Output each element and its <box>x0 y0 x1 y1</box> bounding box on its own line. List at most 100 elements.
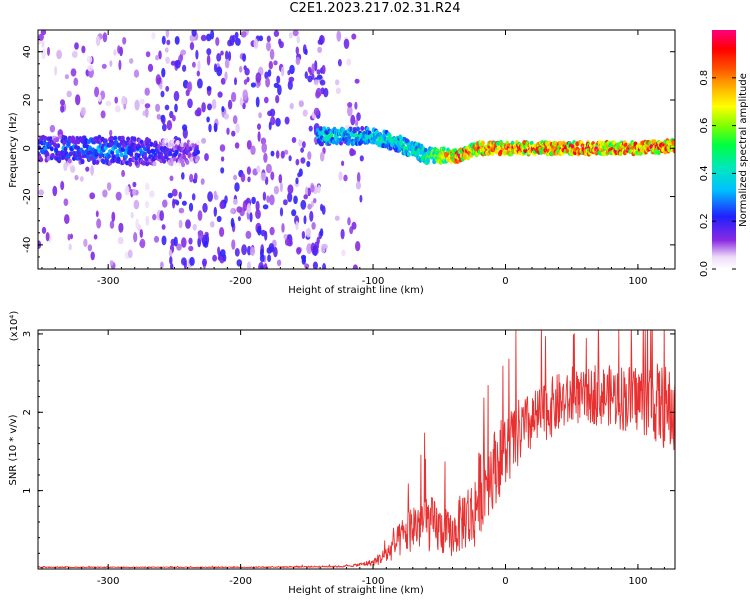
noise-speckle <box>144 103 151 109</box>
noise-speckle <box>259 265 264 269</box>
noise-speckle <box>160 261 164 269</box>
signal-cell <box>119 152 124 158</box>
signal-cell <box>162 158 167 164</box>
signal-cell <box>67 158 72 164</box>
signal-cell <box>132 136 137 142</box>
noise-speckle <box>298 100 304 108</box>
noise-speckle <box>159 83 163 90</box>
noise-speckle <box>253 38 259 49</box>
noise-speckle <box>260 229 266 237</box>
noise-speckle <box>273 185 279 195</box>
signal-cell <box>103 138 108 144</box>
noise-speckle <box>105 100 112 107</box>
noise-speckle <box>351 33 357 40</box>
noise-speckle <box>320 243 326 254</box>
noise-speckle <box>207 191 214 202</box>
colorbar-tick-label: 0.8 <box>699 70 710 86</box>
signal-cell <box>43 135 48 141</box>
signal-cell <box>113 144 118 150</box>
signal-cell <box>120 147 125 153</box>
noise-speckle <box>275 150 280 159</box>
noise-speckle <box>319 79 326 86</box>
noise-speckle <box>359 155 364 162</box>
x-tick-label: -200 <box>229 276 252 287</box>
noise-speckle <box>156 77 161 84</box>
noise-speckle <box>355 119 359 127</box>
noise-speckle <box>206 116 210 123</box>
noise-speckle <box>258 35 264 42</box>
noise-speckle <box>124 185 130 196</box>
noise-speckle <box>208 123 212 133</box>
noise-speckle <box>161 114 166 125</box>
noise-speckle <box>101 63 107 69</box>
snr-multiplier: (x10⁴) <box>9 311 20 342</box>
noise-speckle <box>69 165 76 174</box>
noise-speckle <box>229 35 235 46</box>
signal-cell <box>490 150 495 156</box>
noise-speckle <box>175 59 181 69</box>
noise-speckle <box>230 217 235 228</box>
noise-speckle <box>197 78 203 89</box>
signal-cell <box>58 134 63 140</box>
noise-speckle <box>278 41 284 49</box>
noise-speckle <box>38 189 44 196</box>
signal-cell <box>110 136 115 142</box>
noise-speckle <box>304 263 310 269</box>
noise-speckle <box>283 233 288 240</box>
noise-speckle <box>335 87 341 95</box>
noise-speckle <box>275 117 281 127</box>
signal-cell <box>128 161 133 167</box>
noise-speckle <box>343 38 350 49</box>
signal-cell <box>63 146 68 152</box>
noise-speckle <box>70 68 77 77</box>
noise-speckle <box>263 263 268 269</box>
signal-cell <box>523 148 528 154</box>
noise-speckle <box>295 220 299 231</box>
noise-speckle <box>322 263 327 269</box>
noise-speckle <box>118 222 124 233</box>
signal-cell <box>575 141 580 147</box>
colorbar-axis: 0.0 0.2 0.4 0.6 0.8 <box>699 70 736 277</box>
signal-cell <box>406 151 411 157</box>
y-tick-label: 3 <box>22 331 33 337</box>
noise-speckle <box>147 63 154 72</box>
noise-speckle <box>165 56 170 64</box>
noise-speckle <box>278 174 283 184</box>
noise-speckle <box>144 200 150 209</box>
signal-cell <box>168 151 173 157</box>
noise-speckle <box>70 233 73 240</box>
signal-cell <box>45 151 50 157</box>
signal-cell <box>68 151 73 157</box>
noise-speckle <box>41 226 47 234</box>
noise-speckle <box>219 201 224 210</box>
noise-speckle <box>356 172 361 183</box>
noise-speckle <box>153 235 160 243</box>
noise-speckle <box>217 246 221 256</box>
noise-speckle <box>284 116 290 125</box>
noise-speckle <box>247 261 251 269</box>
noise-speckle <box>222 254 227 262</box>
noise-speckle <box>122 37 127 45</box>
noise-speckle <box>304 48 308 56</box>
noise-speckle <box>210 221 215 228</box>
y-tick-label: 0 <box>22 145 33 151</box>
noise-speckle <box>118 59 122 71</box>
noise-speckle <box>87 65 94 72</box>
noise-speckle <box>168 249 173 257</box>
noise-speckle <box>309 210 314 222</box>
noise-speckle <box>188 202 194 212</box>
signal-cell <box>120 135 125 141</box>
signal-cell <box>141 160 146 166</box>
noise-speckle <box>257 123 261 130</box>
noise-speckle <box>63 198 69 206</box>
signal-cell <box>341 127 346 133</box>
noise-speckle <box>219 144 226 152</box>
noise-speckle <box>97 94 102 103</box>
noise-speckle <box>263 152 268 163</box>
noise-speckle <box>85 166 90 172</box>
noise-speckle <box>287 80 293 90</box>
noise-speckle <box>188 237 193 245</box>
noise-speckle <box>247 245 252 256</box>
signal-cell <box>191 143 196 149</box>
